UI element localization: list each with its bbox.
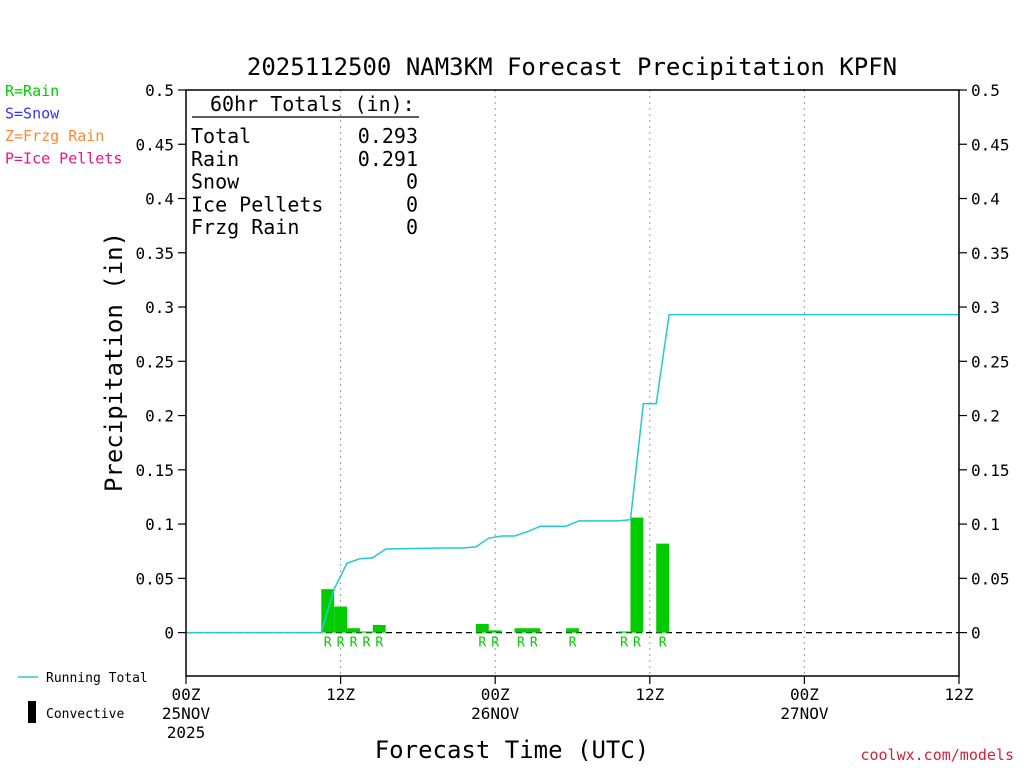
precip-type-legend: R=Rain S=Snow Z=Frzg Rain P=Ice Pellets [5, 82, 122, 168]
x-tick-label: 27NOV [780, 704, 829, 723]
precip-bar [372, 624, 386, 633]
precip-type-label: R [350, 636, 358, 651]
precip-type-label: R [633, 636, 641, 651]
x-tick-label: 00Z [790, 685, 819, 704]
running-total-line [186, 313, 959, 634]
precip-bar [488, 630, 502, 633]
running-total-legend-label: Running Total [46, 671, 148, 686]
x-axis-label: Forecast Time (UTC) [375, 736, 650, 764]
precip-type-label: R [517, 636, 525, 651]
y-axis-label: Precipitation (in) [100, 232, 128, 492]
y-axis: 0 00.05 0.050.1 0.10.15 0.150.2 0.20.25 0.250.… [135, 81, 1009, 643]
precip-bar [359, 631, 373, 633]
y-tick-label-left: 0.2 [145, 407, 174, 426]
legend-entry: R=Rain [5, 82, 59, 100]
chart-title: 2025112500 NAM3KM Forecast Precipitation… [247, 53, 897, 81]
legend-entry: Z=Frzg Rain [5, 127, 104, 145]
precip-type-label: R [478, 636, 486, 651]
totals-row-value: 0.293 [358, 124, 418, 148]
convective-legend-label: Convective [46, 707, 124, 722]
y-tick-label-left: 0.4 [145, 190, 174, 209]
x-tick-label: 12Z [635, 685, 664, 704]
y-tick-label-left: 0.05 [135, 569, 174, 588]
precip-type-label: R [337, 636, 345, 651]
precip-bar [475, 623, 489, 633]
legend-entry: P=Ice Pellets [5, 150, 122, 168]
totals-rows: Total 0.293 Rain 0.291 Snow 0 Ice Pellets 0 Frzg… [191, 124, 418, 239]
legend-entry: S=Snow [5, 105, 60, 123]
y-tick-label-left: 0.3 [145, 298, 174, 317]
totals-row-label: Total [191, 124, 251, 148]
totals-row-value: 0 [406, 215, 418, 239]
x-tick-label: 12Z [945, 685, 974, 704]
y-tick-label-right: 0.1 [971, 515, 1000, 534]
x-tick-label: 12Z [326, 685, 355, 704]
totals-row-value: 0.291 [358, 147, 418, 171]
precip-bar [630, 517, 644, 633]
x-tick-label: 26NOV [471, 704, 520, 723]
bottom-legend: Running Total Convective [18, 671, 148, 723]
precip-bar [334, 606, 348, 633]
precip-bar [527, 628, 541, 633]
totals-box: 60hr Totals (in): Total 0.293 Rain 0.291 Sno… [191, 92, 419, 239]
y-tick-label-right: 0.05 [971, 569, 1010, 588]
totals-row-label: Ice Pellets [191, 192, 323, 216]
y-tick-label-right: 0.5 [971, 81, 1000, 100]
plot-frame [185, 89, 960, 677]
convective-swatch [28, 701, 36, 723]
y-tick-label-right: 0.15 [971, 461, 1010, 480]
y-tick-label-left: 0.45 [135, 135, 174, 154]
totals-row-value: 0 [406, 192, 418, 216]
x-tick-label: 00Z [481, 685, 510, 704]
precip-type-label: R [324, 636, 332, 651]
precip-bar [514, 628, 528, 633]
y-tick-label-right: 0.35 [971, 244, 1010, 263]
y-tick-label-left: 0.1 [145, 515, 174, 534]
precip-type-label: R [569, 636, 577, 651]
precip-bar [566, 628, 579, 633]
precip-type-label: R [375, 636, 383, 651]
totals-row-value: 0 [406, 170, 418, 194]
precip-type-label: R [530, 636, 538, 651]
y-tick-label-right: 0.25 [971, 352, 1010, 371]
precip-bar [617, 631, 631, 633]
y-tick-label-right: 0.2 [971, 407, 1000, 426]
y-tick-label-right: 0.45 [971, 135, 1010, 154]
y-tick-label-right: 0.4 [971, 190, 1000, 209]
x-tick-label: 00Z [172, 685, 201, 704]
totals-row-label: Rain [191, 147, 239, 171]
y-tick-label-left: 0.5 [145, 81, 174, 100]
precip-type-label: R [491, 636, 499, 651]
x-tick-label: 2025 [167, 723, 206, 742]
source-credit: coolwx.com/models [860, 746, 1014, 764]
y-tick-label-left: 0.35 [135, 244, 174, 263]
totals-header: 60hr Totals (in): [210, 92, 415, 116]
precip-type-label: R [620, 636, 628, 651]
precip-bar [656, 543, 670, 633]
precip-bar [347, 628, 360, 633]
grid [340, 90, 805, 676]
y-tick-label-right: 0 [971, 624, 981, 643]
totals-row-label: Snow [191, 170, 240, 194]
y-tick-label-left: 0 [164, 624, 174, 643]
y-tick-label-left: 0.15 [135, 461, 174, 480]
totals-row-label: Frzg Rain [191, 215, 299, 239]
y-tick-label-right: 0.3 [971, 298, 1000, 317]
precip-type-label: R [659, 636, 667, 651]
y-tick-label-left: 0.25 [135, 352, 174, 371]
x-tick-label: 25NOV [162, 704, 211, 723]
precip-type-label: R [362, 636, 370, 651]
